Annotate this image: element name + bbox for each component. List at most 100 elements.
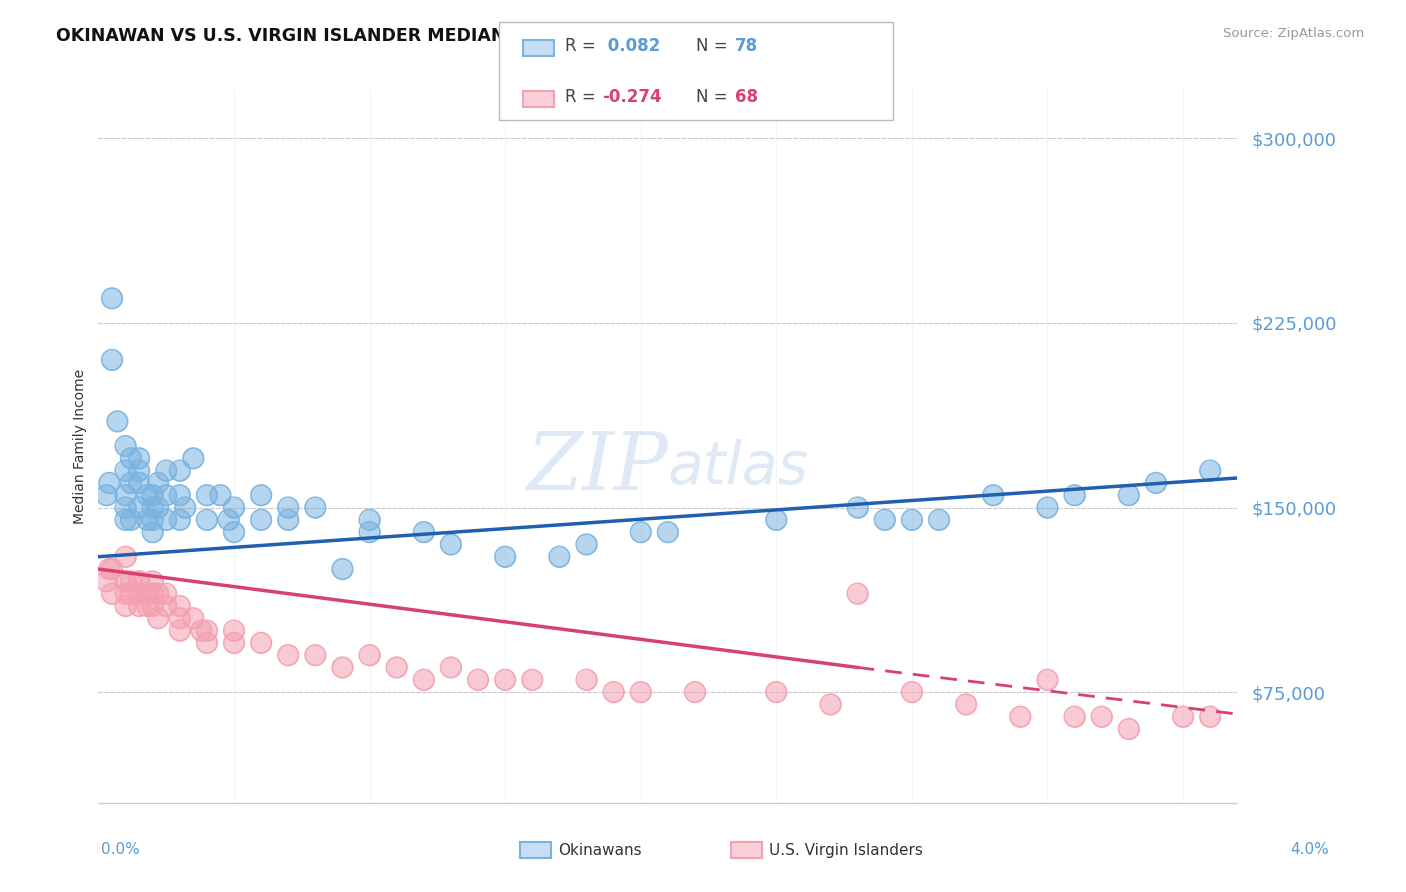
Point [765, 513, 787, 527]
Point [467, 673, 489, 687]
Point [114, 513, 136, 527]
Point [169, 599, 191, 613]
Point [146, 475, 169, 490]
Point [142, 587, 165, 601]
Point [846, 500, 869, 515]
Point [155, 464, 177, 478]
Point [107, 414, 129, 428]
Point [494, 549, 516, 564]
Point [169, 599, 191, 613]
Point [304, 648, 326, 662]
Point [1199, 709, 1222, 723]
Point [630, 525, 652, 540]
Point [155, 513, 177, 527]
Point [114, 464, 136, 478]
Text: N =: N = [696, 88, 727, 106]
Point [195, 624, 218, 638]
Text: 0.0%: 0.0% [101, 842, 141, 856]
Point [440, 537, 463, 551]
Point [114, 549, 136, 564]
Point [169, 513, 191, 527]
Point [155, 488, 177, 502]
Point [114, 513, 136, 527]
Point [155, 488, 177, 502]
Point [101, 562, 124, 576]
Point [657, 525, 679, 540]
Point [522, 673, 544, 687]
Point [120, 475, 142, 490]
Point [120, 587, 142, 601]
Point [128, 599, 150, 613]
Point [142, 488, 165, 502]
Point [981, 488, 1004, 502]
Point [332, 562, 354, 576]
Point [218, 513, 240, 527]
Point [195, 624, 218, 638]
Point [114, 488, 136, 502]
Point [195, 513, 218, 527]
Point [277, 500, 299, 515]
Point [209, 488, 232, 502]
Point [142, 513, 165, 527]
Point [412, 525, 434, 540]
Point [96, 574, 118, 589]
Point [114, 587, 136, 601]
Point [1171, 709, 1194, 723]
Point [222, 500, 245, 515]
Point [222, 500, 245, 515]
Point [359, 525, 381, 540]
Point [114, 574, 136, 589]
Point [155, 599, 177, 613]
Point [846, 587, 869, 601]
Point [101, 291, 124, 305]
Point [359, 525, 381, 540]
Point [120, 451, 142, 466]
Point [277, 500, 299, 515]
Point [277, 513, 299, 527]
Point [146, 500, 169, 515]
Point [169, 464, 191, 478]
Point [222, 525, 245, 540]
Point [136, 587, 159, 601]
Point [146, 587, 169, 601]
Point [277, 513, 299, 527]
Point [155, 464, 177, 478]
Point [114, 500, 136, 515]
Point [494, 673, 516, 687]
Point [101, 587, 124, 601]
Point [1036, 500, 1059, 515]
Point [277, 648, 299, 662]
Point [128, 500, 150, 515]
Point [174, 500, 197, 515]
Point [128, 451, 150, 466]
Point [169, 513, 191, 527]
Point [901, 513, 924, 527]
Point [1063, 488, 1085, 502]
Point [1199, 464, 1222, 478]
Point [1091, 709, 1114, 723]
Point [765, 685, 787, 699]
Point [142, 599, 165, 613]
Point [101, 352, 124, 367]
Point [169, 488, 191, 502]
Point [114, 599, 136, 613]
Point [169, 624, 191, 638]
Point [277, 648, 299, 662]
Point [120, 513, 142, 527]
Point [142, 513, 165, 527]
Point [114, 587, 136, 601]
Point [120, 587, 142, 601]
Point [155, 587, 177, 601]
Point [250, 513, 273, 527]
Point [190, 624, 212, 638]
Point [222, 624, 245, 638]
Point [120, 475, 142, 490]
Point [98, 562, 121, 576]
Point [1171, 709, 1194, 723]
Point [981, 488, 1004, 502]
Point [548, 549, 571, 564]
Point [120, 574, 142, 589]
Point [955, 698, 977, 712]
Point [114, 464, 136, 478]
Point [683, 685, 706, 699]
